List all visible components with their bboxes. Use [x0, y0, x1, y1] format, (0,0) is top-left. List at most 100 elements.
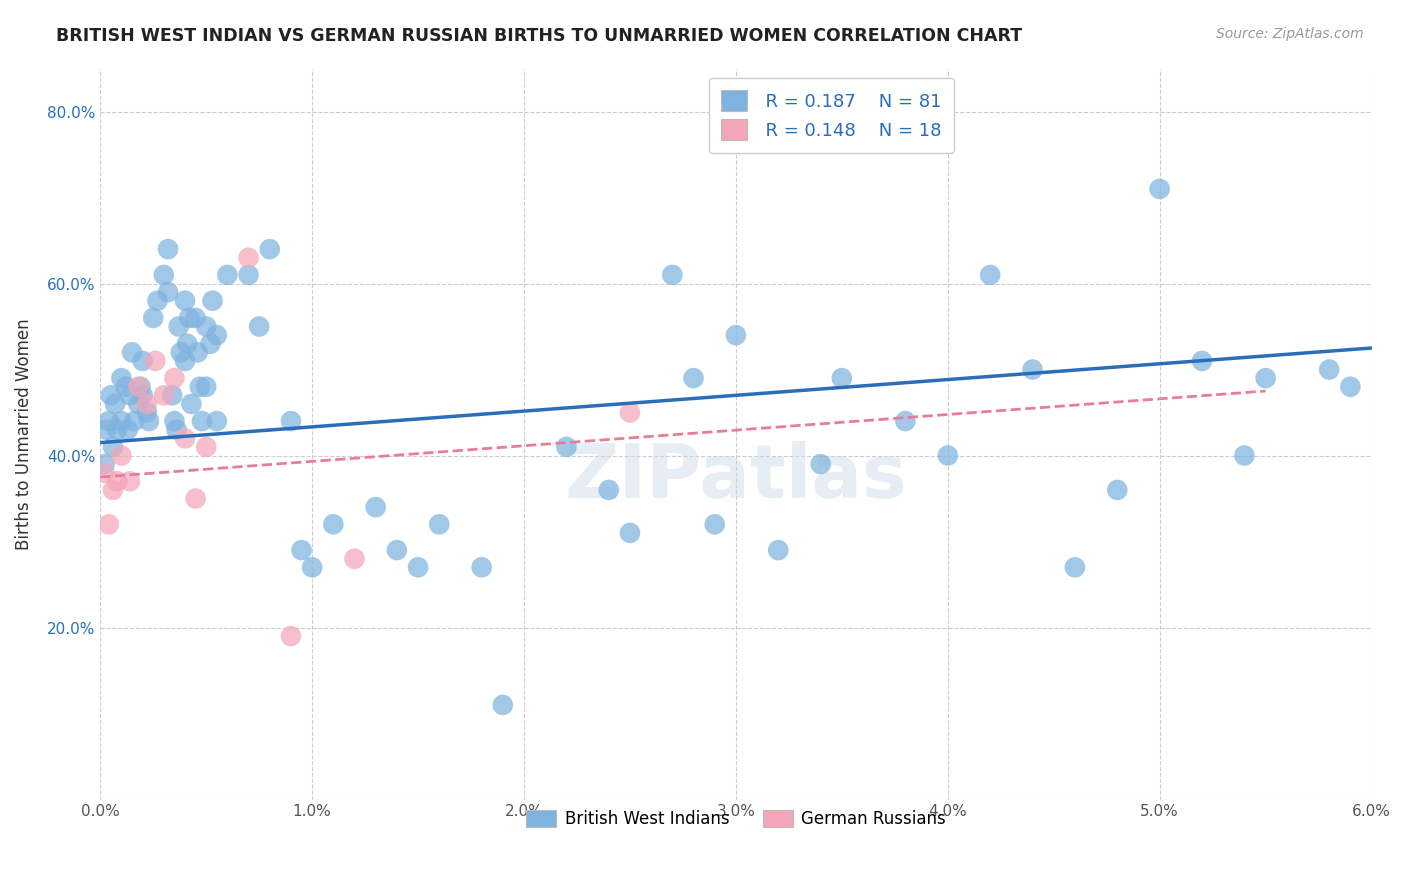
Point [105, 475, 128, 489]
Point [471, 560, 494, 574]
Point [122, 414, 145, 428]
Legend: British West Indians, German Russians: British West Indians, German Russians [520, 804, 952, 835]
Point [97, 517, 120, 532]
Point [131, 354, 153, 368]
Point [1339, 380, 1361, 394]
Point [101, 440, 124, 454]
Point [96, 423, 118, 437]
Point [280, 629, 302, 643]
Point [110, 371, 132, 385]
Point [166, 423, 188, 437]
Point [174, 431, 197, 445]
Point [205, 328, 228, 343]
Point [661, 268, 683, 282]
Point [385, 543, 408, 558]
Point [936, 449, 959, 463]
Point [162, 388, 184, 402]
Point [138, 414, 160, 428]
Point [129, 380, 152, 394]
Point [682, 371, 704, 385]
Point [406, 560, 429, 574]
Point [201, 293, 224, 308]
Point [104, 397, 127, 411]
Point [195, 319, 218, 334]
Point [163, 371, 186, 385]
Point [118, 388, 141, 402]
Point [93, 466, 115, 480]
Point [93, 457, 115, 471]
Point [831, 371, 853, 385]
Point [176, 336, 198, 351]
Point [492, 698, 515, 712]
Point [105, 423, 128, 437]
Point [142, 310, 165, 325]
Point [979, 268, 1001, 282]
Y-axis label: Births to Unmarried Women: Births to Unmarried Women [15, 318, 32, 549]
Point [153, 268, 176, 282]
Point [110, 414, 132, 428]
Point [280, 414, 302, 428]
Point [364, 500, 387, 515]
Point [195, 440, 218, 454]
Point [810, 457, 832, 471]
Point [427, 517, 450, 532]
Point [301, 560, 323, 574]
Point [555, 440, 578, 454]
Point [97, 414, 120, 428]
Point [247, 319, 270, 334]
Text: ZIPatlas: ZIPatlas [565, 442, 907, 515]
Point [135, 405, 157, 419]
Point [1191, 354, 1213, 368]
Point [163, 414, 186, 428]
Point [179, 310, 201, 325]
Text: BRITISH WEST INDIAN VS GERMAN RUSSIAN BIRTHS TO UNMARRIED WOMEN CORRELATION CHAR: BRITISH WEST INDIAN VS GERMAN RUSSIAN BI… [56, 27, 1022, 45]
Point [894, 414, 917, 428]
Point [343, 551, 366, 566]
Point [143, 354, 166, 368]
Point [598, 483, 620, 497]
Point [1317, 362, 1340, 376]
Point [1107, 483, 1129, 497]
Point [131, 388, 153, 402]
Point [217, 268, 239, 282]
Point [290, 543, 312, 558]
Point [157, 285, 180, 299]
Point [174, 354, 197, 368]
Point [1233, 449, 1256, 463]
Point [117, 423, 139, 437]
Point [1149, 182, 1171, 196]
Point [1254, 371, 1277, 385]
Point [724, 328, 747, 343]
Point [238, 251, 260, 265]
Point [127, 397, 149, 411]
Point [157, 242, 180, 256]
Point [188, 380, 211, 394]
Point [238, 268, 260, 282]
Point [135, 397, 157, 411]
Point [118, 475, 141, 489]
Point [205, 414, 228, 428]
Point [187, 345, 209, 359]
Point [619, 525, 641, 540]
Point [1021, 362, 1043, 376]
Point [127, 380, 149, 394]
Point [100, 388, 122, 402]
Text: Source: ZipAtlas.com: Source: ZipAtlas.com [1216, 27, 1364, 41]
Point [619, 405, 641, 419]
Point [200, 336, 222, 351]
Point [121, 345, 143, 359]
Point [101, 483, 124, 497]
Point [146, 293, 169, 308]
Point [110, 449, 132, 463]
Point [153, 388, 176, 402]
Point [174, 293, 197, 308]
Point [703, 517, 725, 532]
Point [184, 491, 207, 506]
Point [191, 414, 214, 428]
Point [322, 517, 344, 532]
Point [768, 543, 790, 558]
Point [180, 397, 202, 411]
Point [170, 345, 193, 359]
Point [167, 319, 190, 334]
Point [1064, 560, 1087, 574]
